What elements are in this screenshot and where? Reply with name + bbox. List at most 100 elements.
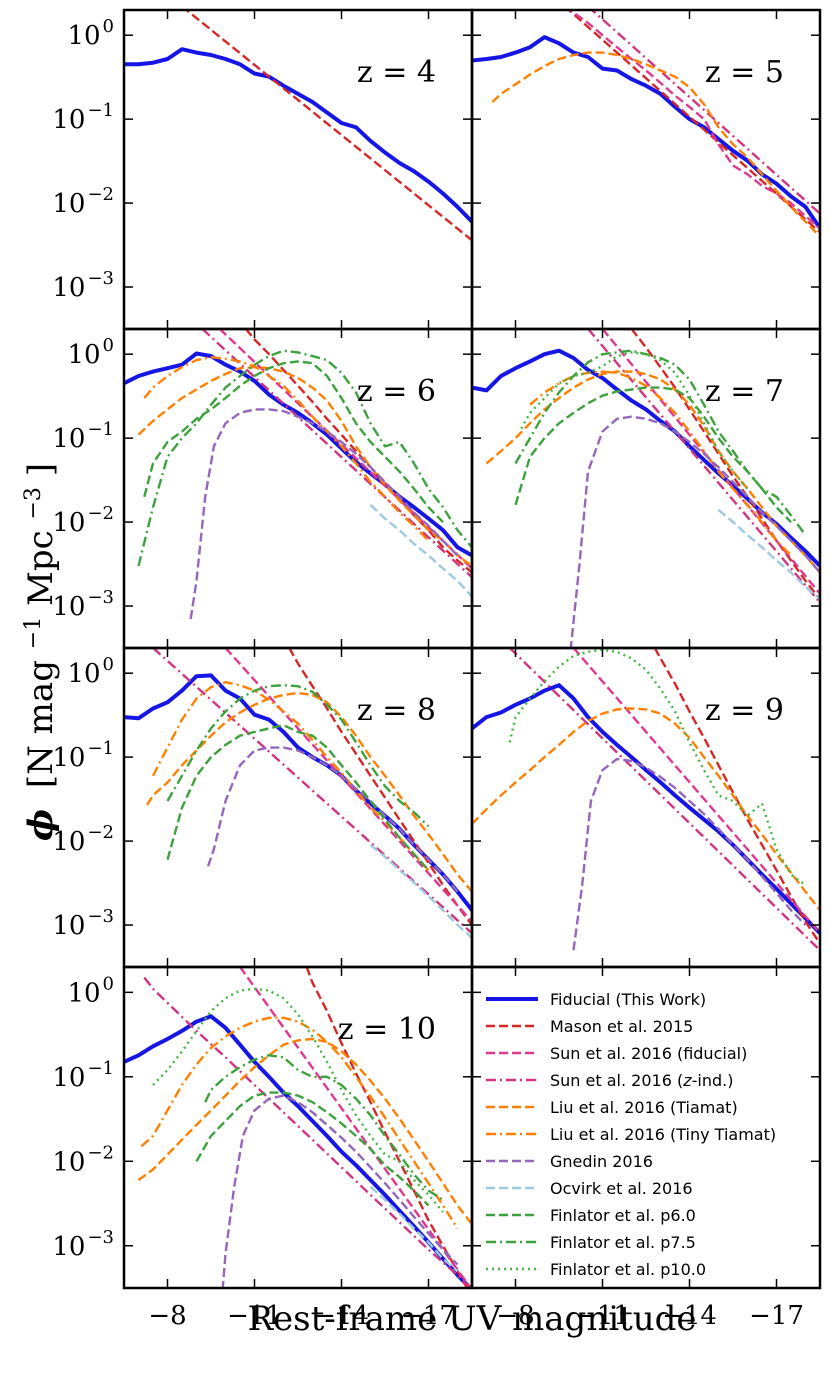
x-tick-label: −17: [401, 1301, 456, 1331]
x-tick-label: −14: [662, 1301, 717, 1331]
x-tick-label: −8: [148, 1301, 186, 1331]
y-tick-label: 10 −2: [52, 503, 114, 538]
x-tick-label: −11: [575, 1301, 630, 1331]
y-tick-label: 10 −3: [52, 906, 114, 941]
y-tick-label: 10 −2: [52, 822, 114, 857]
y-tick-label: 10 −3: [52, 587, 114, 622]
x-axis-title: Rest-frame UV magnitude: [247, 1299, 696, 1339]
panel-4: z = 7: [470, 327, 822, 650]
y-tick-label: 10 −1: [52, 738, 114, 773]
y-tick-label: 10 −1: [52, 100, 114, 135]
x-tick-label: −14: [314, 1301, 369, 1331]
series-line-sunz: [201, 329, 472, 579]
series-line-liut: [485, 370, 820, 574]
series-line-fid: [124, 1014, 472, 1288]
panel-2: z = 5: [470, 8, 822, 331]
y-axis-title-sup2: −3: [21, 487, 46, 519]
y-tick-label: 10 0: [67, 654, 114, 689]
series-line-gnedin: [221, 1094, 459, 1288]
legend-label-sunfid: Sun et al. 2016 (fiducial): [550, 1044, 747, 1063]
series-line-f60: [143, 360, 444, 523]
series-line-mason: [244, 329, 472, 574]
y-tick-label: 10 −2: [52, 1142, 114, 1177]
series-line-mason: [184, 10, 472, 242]
series-line-gnedin: [206, 746, 459, 893]
legend-label-ocvirk: Ocvirk et al. 2016: [550, 1179, 693, 1198]
panel-label: z = 5: [705, 55, 784, 90]
panel-1-series: [124, 10, 472, 242]
panel-label: z = 9: [705, 693, 784, 728]
series-line-ocvirk: [369, 1185, 459, 1273]
series-line-mason: [305, 967, 469, 1288]
y-tick-label: 10 −2: [52, 184, 114, 219]
y-axis-title-main: [N mag: [21, 660, 61, 788]
series-line-f75: [137, 349, 472, 567]
x-tick-label: −8: [496, 1301, 534, 1331]
series-line-gnedin: [189, 408, 459, 620]
series-line-f100: [520, 351, 749, 490]
series-line-f60: [195, 1091, 430, 1207]
legend-label-liutt: Liu et al. 2016 (Tiny Tiamat): [550, 1125, 776, 1144]
y-tick-label: 10 0: [67, 16, 114, 51]
legend-label-f100: Finlator et al. p10.0: [550, 1260, 706, 1279]
legend-label-fid: Fiducial (This Work): [550, 990, 706, 1009]
y-tick-label: 10 −3: [52, 1227, 114, 1262]
series-line-ocvirk: [717, 508, 820, 601]
panel-label: z = 8: [357, 693, 436, 728]
panel-frame: [470, 965, 822, 1290]
legend-label-f60: Finlator et al. p6.0: [550, 1206, 696, 1225]
panel-label: z = 4: [357, 55, 436, 90]
series-line-sunfid: [224, 648, 472, 923]
y-tick-label: 10 −1: [52, 419, 114, 454]
series-line-f75: [204, 1054, 444, 1201]
series-line-mason: [288, 648, 472, 926]
series-line-f100: [152, 987, 444, 1213]
series-line-liut: [137, 366, 472, 567]
series-line-sunfid: [239, 967, 472, 1288]
panel-label: z = 10: [338, 1012, 436, 1047]
panel-6-ticks: [472, 648, 820, 967]
series-line-sunz: [508, 648, 820, 952]
legend-label-mason: Mason et al. 2015: [550, 1017, 693, 1036]
panel-2-series: [472, 10, 820, 238]
series-line-fid: [124, 47, 472, 224]
y-axis-title-end: ]: [21, 463, 61, 476]
panel-7-series: [124, 967, 472, 1288]
y-axis-title-phi: ϕ: [21, 809, 61, 841]
series-line-mason: [653, 648, 820, 945]
series-line-liutt: [143, 356, 430, 542]
panel-8-ticks: −8 −11 −14 −17: [472, 967, 820, 1331]
series-line-f75: [166, 684, 430, 828]
panel-3-series: [124, 329, 472, 620]
series-line-f75: [514, 349, 807, 536]
series-line-liut: [137, 1037, 472, 1225]
legend-label-gnedin: Gnedin 2016: [550, 1152, 653, 1171]
series-line-sunz: [143, 976, 472, 1288]
series-line-sunz: [590, 10, 820, 215]
legend: Fiducial (This Work) Mason et al. 2015 Sun…: [486, 990, 776, 1279]
y-tick-label: 10 0: [67, 335, 114, 370]
series-line-liut: [491, 51, 820, 238]
panel-5-series: [124, 648, 472, 939]
y-axis-title-sup1: −1: [21, 617, 46, 649]
series-line-mason: [630, 329, 820, 601]
legend-label-sunz: Sun et al. 2016 (z-ind.): [550, 1071, 733, 1090]
x-tick-label: −11: [227, 1301, 282, 1331]
panel-4-ticks: [472, 329, 820, 648]
panel-2-ticks: [472, 10, 820, 329]
y-tick-label: 10 0: [67, 973, 114, 1008]
legend-label-f75: Finlator et al. p7.5: [550, 1233, 696, 1252]
series-line-gnedin: [569, 415, 820, 648]
series-line-liutt: [140, 1016, 459, 1230]
x-tick-label: −17: [749, 1301, 804, 1331]
series-line-mason: [567, 10, 820, 234]
